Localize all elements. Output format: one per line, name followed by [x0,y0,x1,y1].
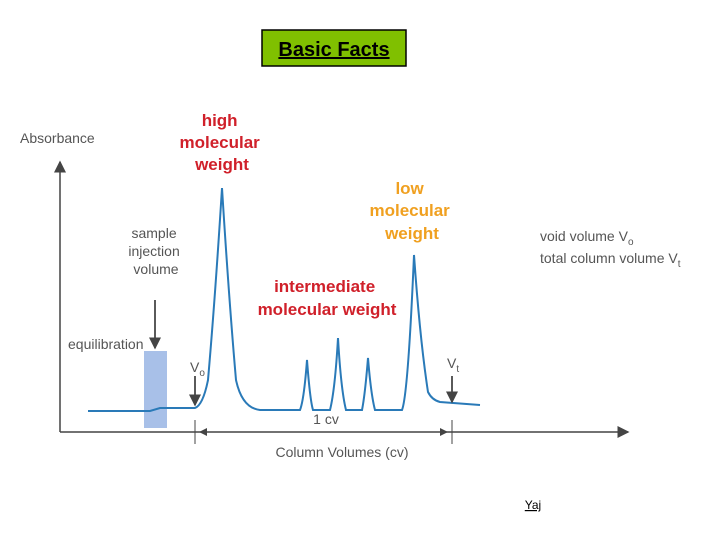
elution-curve [88,187,481,412]
title-box [261,29,407,67]
sample-label: sample injection volume [128,225,183,277]
author: Yaj [525,498,541,512]
injection-band [144,351,167,428]
cv-label: 1 cv [313,411,339,427]
low-label: low molecular weight [369,179,454,243]
legend-void: void volume Vo [540,228,634,248]
vt-marker: Vt [447,355,459,375]
intermediate-label: intermediate molecular weight [258,277,397,319]
y-axis-label: Absorbance [20,130,95,146]
x-axis-label: Column Volumes (cv) [275,444,408,460]
legend-total: total column volume Vt [540,250,681,270]
title: Basic Facts [278,39,389,61]
high-label: high molecular weight [179,111,264,174]
vo-marker: Vo [190,359,205,379]
equilibration-label: equilibration [68,336,144,352]
